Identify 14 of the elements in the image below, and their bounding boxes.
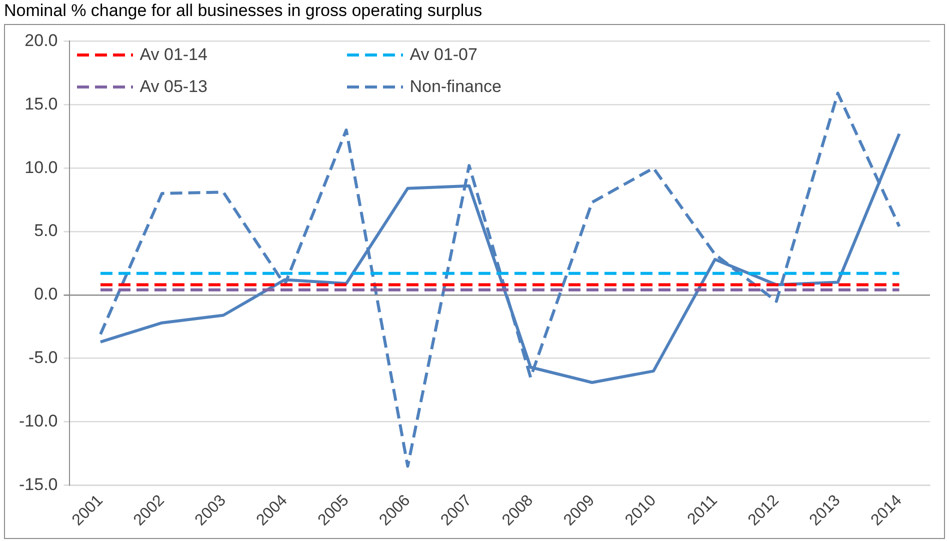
line-series: [98, 92, 901, 468]
y-tick-label: 0.0: [34, 284, 58, 304]
legend-label: Av 01-14: [140, 45, 208, 66]
y-tick-label: 5.0: [34, 221, 58, 240]
y-tick-label: 20.0: [24, 30, 58, 50]
y-tick-label: 15.0: [24, 94, 58, 114]
y-tick-label: -10.0: [19, 412, 58, 431]
legend-label: Non-finance: [410, 77, 502, 98]
y-tick-label: -5.0: [28, 348, 58, 368]
y-tick-label: -15.0: [19, 474, 58, 494]
legend-label: Av 05-13: [140, 77, 208, 98]
y-tick-label: 10.0: [24, 158, 58, 177]
chart-title: Nominal % change for all businesses in gross operating surplus: [4, 1, 482, 21]
legend-label: Av 01-07: [410, 45, 478, 66]
